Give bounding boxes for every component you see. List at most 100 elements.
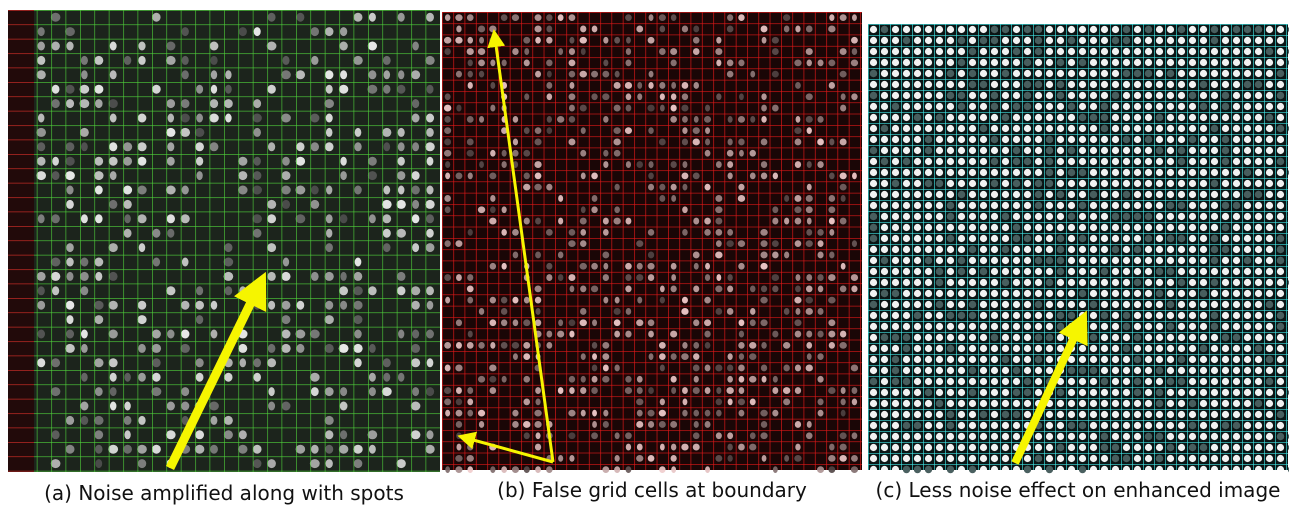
- dark-cell: [1056, 322, 1065, 331]
- dark-cell: [1078, 201, 1087, 210]
- dark-cell: [1254, 190, 1263, 199]
- dark-cell: [891, 289, 900, 298]
- caption: (a) Noise amplified along with spots: [44, 481, 404, 505]
- dark-cell: [1089, 113, 1098, 122]
- dark-cell: [1023, 234, 1032, 243]
- dark-cell: [1111, 36, 1120, 45]
- dark-cell: [1001, 245, 1010, 254]
- dark-cell: [1122, 36, 1131, 45]
- dark-cell: [1100, 113, 1109, 122]
- dark-cell: [1144, 234, 1153, 243]
- dark-cell: [1100, 267, 1109, 276]
- arrow: [487, 29, 555, 463]
- dark-cell: [1056, 443, 1065, 452]
- dark-cell: [1023, 465, 1032, 474]
- dark-cell: [1056, 311, 1065, 320]
- dark-cell: [1177, 146, 1186, 155]
- dark-cell: [1166, 322, 1175, 331]
- dark-cell: [1155, 388, 1164, 397]
- dark-cell: [1166, 69, 1175, 78]
- dark-cell: [880, 333, 889, 342]
- dark-cell: [1188, 421, 1197, 430]
- dark-cell: [1001, 212, 1010, 221]
- dark-cell: [891, 377, 900, 386]
- dark-cell: [1177, 25, 1186, 34]
- dark-cell: [990, 157, 999, 166]
- dark-cell: [1177, 234, 1186, 243]
- dark-cell: [1122, 311, 1131, 320]
- dark-cell: [1034, 190, 1043, 199]
- dark-cell: [1012, 47, 1021, 56]
- dark-cell: [1100, 443, 1109, 452]
- dark-cell: [1056, 388, 1065, 397]
- dark-cell: [1265, 355, 1274, 364]
- dark-cell: [1012, 388, 1021, 397]
- dark-cell: [1210, 245, 1219, 254]
- dark-cell: [990, 135, 999, 144]
- dark-cell: [1012, 410, 1021, 419]
- dark-cell: [1012, 146, 1021, 155]
- dark-cell: [869, 146, 878, 155]
- dark-cell: [1045, 333, 1054, 342]
- dark-cell: [946, 91, 955, 100]
- dark-cell: [902, 157, 911, 166]
- dark-cell: [1254, 80, 1263, 89]
- dark-cell: [1133, 278, 1142, 287]
- dark-cell: [1276, 157, 1285, 166]
- dark-cell: [957, 102, 966, 111]
- dark-cell: [1034, 454, 1043, 463]
- dark-cell: [1045, 256, 1054, 265]
- dark-cell: [968, 311, 977, 320]
- dark-cell: [891, 179, 900, 188]
- dark-cell: [1001, 25, 1010, 34]
- dark-cell: [1210, 25, 1219, 34]
- dark-cell: [1276, 322, 1285, 331]
- dark-cell: [1177, 377, 1186, 386]
- dark-cell: [957, 256, 966, 265]
- dark-cell: [1133, 69, 1142, 78]
- dark-cell: [1056, 80, 1065, 89]
- dark-cell: [935, 278, 944, 287]
- dark-cell: [1078, 366, 1087, 375]
- dark-cell: [1078, 289, 1087, 298]
- dark-cell: [1133, 388, 1142, 397]
- dark-cell: [1221, 421, 1230, 430]
- grid-a: [8, 10, 440, 472]
- dark-cell: [1067, 168, 1076, 177]
- dark-cell: [1232, 201, 1241, 210]
- dark-cell: [935, 113, 944, 122]
- boundary-grid-a: [8, 10, 34, 472]
- dark-cell: [1122, 454, 1131, 463]
- dark-cell: [1122, 25, 1131, 34]
- dark-cell: [1023, 80, 1032, 89]
- dark-cell: [968, 80, 977, 89]
- dark-cell: [1023, 91, 1032, 100]
- dark-cell: [1056, 245, 1065, 254]
- dark-cell: [1012, 366, 1021, 375]
- dark-cell: [1034, 47, 1043, 56]
- caption: (c) Less noise effect on enhanced image: [876, 478, 1281, 502]
- dark-cell: [869, 300, 878, 309]
- dark-cell: [1045, 146, 1054, 155]
- dark-cell: [1199, 344, 1208, 353]
- panel-a: [8, 10, 440, 472]
- dark-cell: [946, 201, 955, 210]
- dark-cell: [1144, 135, 1153, 144]
- dark-cell: [869, 234, 878, 243]
- dark-cell: [924, 179, 933, 188]
- dark-cell: [1012, 102, 1021, 111]
- dark-cell: [935, 300, 944, 309]
- caption: (b) False grid cells at boundary: [497, 478, 807, 502]
- dark-cell: [979, 36, 988, 45]
- dark-cell: [1166, 443, 1175, 452]
- dark-cell: [869, 69, 878, 78]
- dark-cell: [1034, 355, 1043, 364]
- dark-cell: [1100, 311, 1109, 320]
- dark-cell: [1133, 245, 1142, 254]
- dark-cell: [1067, 311, 1076, 320]
- dark-cell: [1243, 168, 1252, 177]
- dark-cell: [1243, 80, 1252, 89]
- dark-cell: [924, 465, 933, 474]
- dark-cell: [1155, 432, 1164, 441]
